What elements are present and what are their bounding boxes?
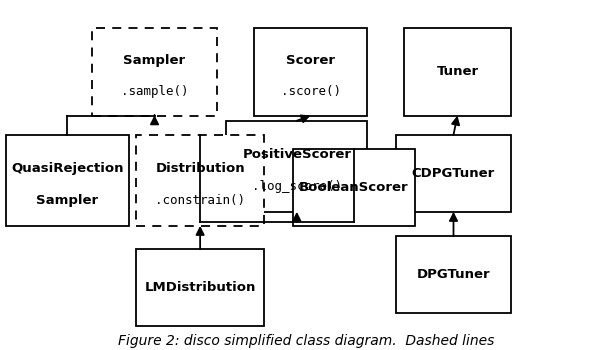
Text: LMDistribution: LMDistribution [144, 281, 256, 294]
FancyBboxPatch shape [6, 135, 129, 226]
Text: Distribution: Distribution [155, 162, 245, 175]
Text: .log_score(): .log_score() [252, 180, 342, 193]
Text: QuasiRejection: QuasiRejection [11, 162, 124, 175]
FancyBboxPatch shape [226, 121, 367, 212]
Text: .constrain(): .constrain() [155, 194, 245, 207]
FancyBboxPatch shape [136, 135, 264, 226]
Text: Figure 2: disco simplified class diagram.  Dashed lines: Figure 2: disco simplified class diagram… [118, 334, 494, 348]
Text: DPGTuner: DPGTuner [417, 268, 490, 281]
Text: Tuner: Tuner [436, 65, 479, 78]
FancyBboxPatch shape [293, 149, 415, 226]
FancyBboxPatch shape [92, 28, 217, 116]
Text: CDPGTuner: CDPGTuner [412, 167, 495, 180]
Text: Sampler: Sampler [124, 54, 185, 67]
FancyBboxPatch shape [396, 135, 511, 212]
Text: .sample(): .sample() [121, 84, 188, 98]
Text: .score(): .score() [280, 84, 341, 98]
FancyBboxPatch shape [136, 249, 264, 326]
FancyBboxPatch shape [396, 236, 511, 313]
Text: BooleanScorer: BooleanScorer [299, 181, 409, 194]
FancyBboxPatch shape [404, 28, 511, 116]
FancyBboxPatch shape [254, 28, 367, 116]
Text: Scorer: Scorer [286, 54, 335, 67]
Text: Sampler: Sampler [36, 194, 99, 207]
Text: PositiveScorer: PositiveScorer [242, 148, 351, 161]
